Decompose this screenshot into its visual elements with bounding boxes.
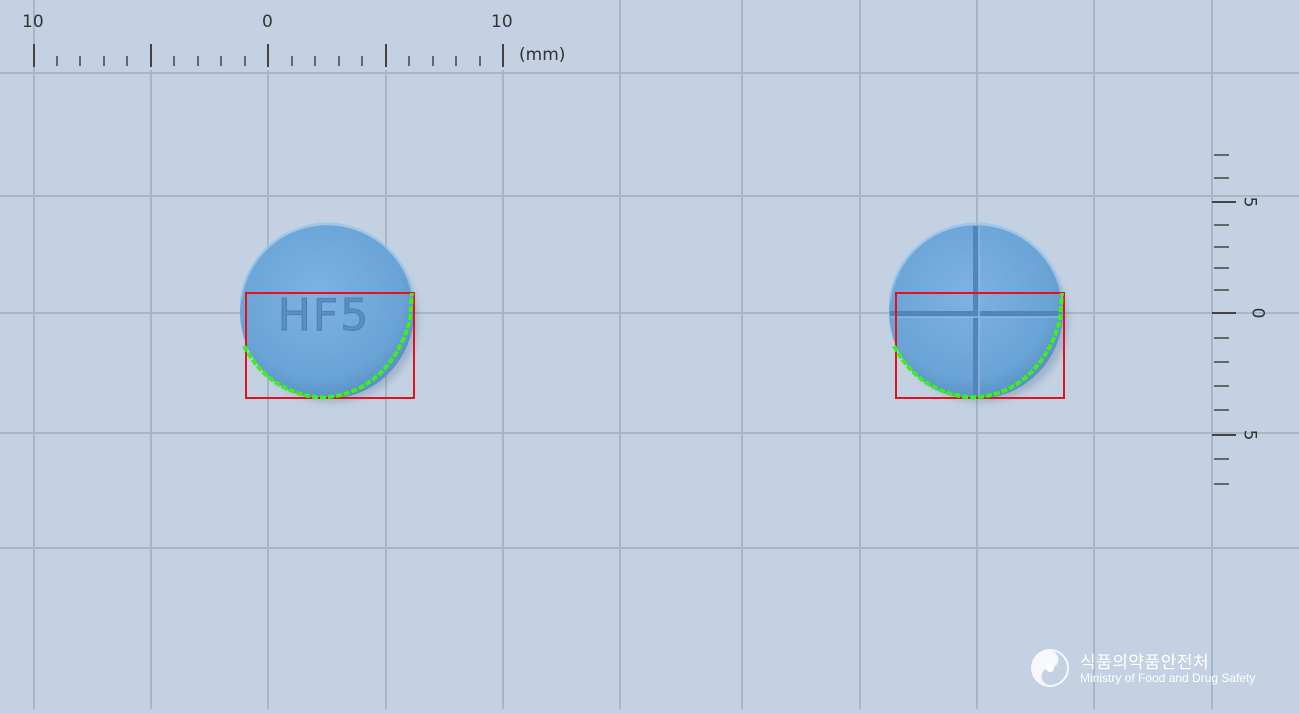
watermark-korean: 식품의약품안전처 [1080,653,1210,673]
tablet-front: HF5 [239,222,418,402]
side-ruler-label-zero: 0 [1247,307,1268,319]
watermark-english: Ministry of Food and Drug Safety [1080,671,1256,685]
top-ruler-label-left: 10 [22,12,44,32]
tablet-imprint: HF5 [278,290,370,341]
mfds-logo-icon [1031,649,1069,687]
top-ruler-label-right: 10 [491,12,513,32]
top-ruler-ticks [33,44,504,67]
side-ruler-label-top: 5 [1239,196,1260,208]
side-ruler-label-bottom: 5 [1239,429,1260,441]
ruler-unit: (mm) [519,45,566,65]
tablet-back [888,222,1068,402]
top-ruler-label-zero: 0 [262,12,273,32]
contour-left [242,292,414,400]
side-ruler-ticks [1212,154,1236,485]
contour-right [892,292,1064,400]
